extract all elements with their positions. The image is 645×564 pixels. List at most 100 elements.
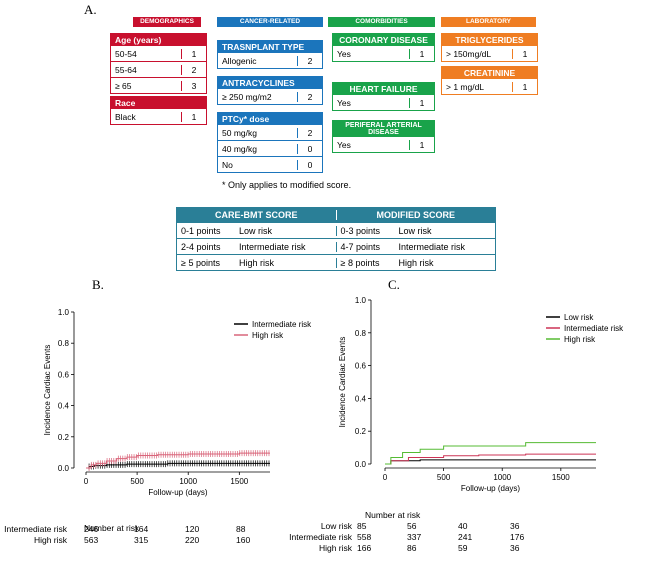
triglycerides-title: TRIGLYCERIDES <box>442 34 537 46</box>
x-tick-label: 1000 <box>493 473 511 482</box>
series-line-low-risk <box>385 459 596 465</box>
transplant-title: TRASNPLANT TYPE <box>218 41 322 53</box>
score-item-row: Yes 1 <box>333 46 434 61</box>
risk-title-c: Number at risk <box>365 510 421 520</box>
coronary-rows: Yes 1 <box>333 46 434 61</box>
item-label: Black <box>115 111 136 122</box>
risk-count: 558 <box>357 532 372 542</box>
x-tick-label: 0 <box>383 473 388 482</box>
care-risk: Intermediate risk <box>239 241 306 252</box>
score-item-row: 50 mg/kg 2 <box>218 125 322 140</box>
score-item-row: ≥ 65 3 <box>111 77 206 93</box>
risk-count: 315 <box>134 535 149 545</box>
score-item-row: > 1 mg/dL 1 <box>442 79 537 94</box>
item-label: No <box>222 159 233 170</box>
y-tick-label: 0.4 <box>58 402 70 411</box>
triglycerides-box: TRIGLYCERIDES > 150mg/dL 1 <box>441 33 538 62</box>
item-points: 3 <box>181 80 206 91</box>
demographics-header: DEMOGRAPHICS <box>133 17 201 27</box>
risk-count: 86 <box>407 543 417 553</box>
anthra-box: ANTRACYCLINES ≥ 250 mg/m2 2 <box>217 76 323 105</box>
risk-count: 176 <box>510 532 525 542</box>
y-tick-label: 0.4 <box>355 394 367 403</box>
risk-count: 246 <box>84 524 99 534</box>
care-risk: Low risk <box>239 225 273 236</box>
age-box: Age (years) 50-54 1 55-64 2 ≥ 65 3 <box>110 33 207 94</box>
ptcy-rows: 50 mg/kg 2 40 mg/kg 0 No 0 <box>218 125 322 172</box>
x-tick-label: 1500 <box>230 477 248 486</box>
item-points: 0 <box>297 143 322 154</box>
y-tick-label: 0.0 <box>355 460 367 469</box>
series-line-intermediate-risk <box>385 453 596 465</box>
y-tick-label: 1.0 <box>58 308 70 317</box>
score-item-row: 40 mg/kg 0 <box>218 140 322 156</box>
item-label: 55-64 <box>115 64 137 75</box>
mod-risk: Low risk <box>398 225 432 236</box>
score-item-row: Allogenic 2 <box>218 53 322 68</box>
score-item-row: Yes 1 <box>333 137 434 152</box>
age-rows: 50-54 1 55-64 2 ≥ 65 3 <box>111 46 206 93</box>
mod-points: 4-7 points <box>340 241 381 252</box>
item-label: > 150mg/dL <box>446 48 492 59</box>
risk-row-label: Low risk <box>320 521 352 531</box>
y-axis-label: Incidence Cardiac Events <box>43 345 52 436</box>
mod-risk: High risk <box>398 257 434 268</box>
legend-label: Intermediate risk <box>252 320 312 329</box>
risk-count: 40 <box>458 521 468 531</box>
footnote: * Only applies to modified score. <box>222 180 352 190</box>
age-title: Age (years) <box>111 34 206 46</box>
anthra-rows: ≥ 250 mg/m2 2 <box>218 89 322 104</box>
mod-points: 0-3 points <box>340 225 381 236</box>
item-points: 1 <box>409 48 434 59</box>
score-table-header: CARE-BMT SCORE MODIFIED SCORE <box>177 208 495 222</box>
x-tick-label: 1500 <box>552 473 570 482</box>
score-item-row: No 0 <box>218 156 322 172</box>
transplant-rows: Allogenic 2 <box>218 53 322 68</box>
comorbidities-header: COMORBIDITIES <box>328 17 435 27</box>
care-points: 0-1 points <box>181 225 221 236</box>
risk-count: 563 <box>84 535 99 545</box>
item-points: 2 <box>297 55 322 66</box>
creatinine-box: CREATININE > 1 mg/dL 1 <box>441 66 538 95</box>
chart-b: 0.0 0.2 0.4 0.6 0.8 1.0 0 500 1000 1500 Follow-up … <box>43 308 312 497</box>
legend-label: High risk <box>564 335 596 344</box>
item-label: Yes <box>337 97 351 108</box>
panel-label-c: C. <box>388 277 400 292</box>
mod-points: ≥ 8 points <box>340 257 380 268</box>
y-tick-label: 0.6 <box>58 370 70 379</box>
y-tick-label: 0.0 <box>58 464 70 473</box>
race-box: Race Black 1 <box>110 96 207 125</box>
risk-count: 88 <box>236 524 246 534</box>
pad-title: PERIFERAL ARTERIAL DISEASE <box>333 121 434 137</box>
y-tick-label: 0.2 <box>355 427 367 436</box>
x-axis-label: Follow-up (days) <box>148 488 207 497</box>
score-row: 0-1 points Low risk 0-3 points Low risk <box>177 222 495 238</box>
score-table: CARE-BMT SCORE MODIFIED SCORE 0-1 points… <box>176 207 496 271</box>
risk-title-b: Number at risk <box>84 523 140 533</box>
item-label: Yes <box>337 139 351 150</box>
score-row: 2-4 points Intermediate risk 4-7 points In… <box>177 238 495 254</box>
score-item-row: 55-64 2 <box>111 61 206 77</box>
item-points: 2 <box>297 127 322 138</box>
mod-risk: Intermediate risk <box>398 241 466 252</box>
anthra-title: ANTRACYCLINES <box>218 77 322 89</box>
risk-count: 120 <box>185 524 200 534</box>
modified-score-header: MODIFIED SCORE <box>335 210 496 220</box>
risk-count: 166 <box>357 543 372 553</box>
care-points: 2-4 points <box>181 241 221 252</box>
item-label: ≥ 65 <box>115 80 132 91</box>
risk-row-label: Intermediate risk <box>289 532 352 542</box>
creatinine-rows: > 1 mg/dL 1 <box>442 79 537 94</box>
risk-count: 160 <box>236 535 251 545</box>
risk-count: 36 <box>510 521 520 531</box>
ptcy-title: PTCy* dose <box>218 113 322 125</box>
x-tick-label: 0 <box>84 477 89 486</box>
item-label: ≥ 250 mg/m2 <box>222 91 272 102</box>
score-item-row: ≥ 250 mg/m2 2 <box>218 89 322 104</box>
item-label: Allogenic <box>222 55 257 66</box>
score-item-row: Black 1 <box>111 109 206 124</box>
risk-row-label: High risk <box>33 535 67 545</box>
race-title: Race <box>111 97 206 109</box>
legend-label: Intermediate risk <box>564 324 624 333</box>
x-tick-label: 500 <box>130 477 144 486</box>
